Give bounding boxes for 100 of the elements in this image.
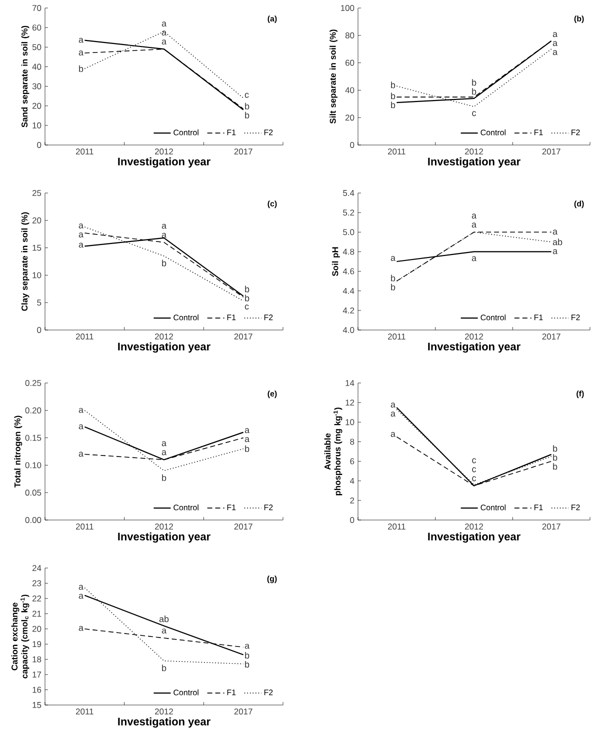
y-axis-title: Soil pH xyxy=(332,247,340,276)
x-tick-label: 2011 xyxy=(76,334,94,340)
annotation: b xyxy=(472,88,476,95)
annotation: a xyxy=(552,41,558,46)
x-tick-label: 2017 xyxy=(542,148,560,155)
annotation: a xyxy=(390,432,396,437)
annotation: a xyxy=(78,242,84,248)
annotation: ab xyxy=(159,616,169,622)
annotation: a xyxy=(78,584,84,590)
annotation: b xyxy=(245,660,250,668)
annotation: a xyxy=(78,50,84,56)
x-axis-title: Investigation year xyxy=(428,342,520,353)
x-axis-title: Investigation year xyxy=(118,342,210,353)
y-tick-label: 17 xyxy=(32,672,42,678)
annotation: a xyxy=(552,32,558,38)
annotation: a xyxy=(390,412,396,417)
annotation: ab xyxy=(552,238,562,246)
y-axis-title: Total nitrogen (%) xyxy=(14,416,22,488)
y-tick-label: 40 xyxy=(32,64,42,70)
annotation: b xyxy=(553,454,558,461)
annotation: c xyxy=(472,476,476,482)
annotation: c xyxy=(472,467,476,472)
x-axis-title: Investigation year xyxy=(118,157,210,168)
annotation: a xyxy=(162,40,166,45)
y-tick-label: 12 xyxy=(346,400,354,406)
annotation: c xyxy=(244,92,249,98)
y-tick-label: 24 xyxy=(32,565,42,571)
y-tick-label: 15 xyxy=(32,702,42,708)
y-tick-label: 70 xyxy=(32,5,42,11)
y-tick-label: 2 xyxy=(350,497,354,504)
annotation: a xyxy=(78,224,84,228)
y-axis-title: Silt separate in soil (%) xyxy=(330,30,338,124)
x-tick-label: 2017 xyxy=(542,334,560,340)
y-tick-label: 0.15 xyxy=(25,434,42,441)
y-tick-label: 0 xyxy=(37,327,42,333)
y-tick-label: 8 xyxy=(350,438,354,445)
y-tick-label: 10 xyxy=(346,419,354,426)
x-tick-label: 2012 xyxy=(155,524,173,530)
annotation: b xyxy=(391,102,396,108)
annotation: a xyxy=(162,628,166,634)
annotation: a xyxy=(244,437,250,442)
annotation: b xyxy=(245,112,250,118)
annotation: a xyxy=(78,594,84,599)
y-tick-label: 4.2 xyxy=(342,307,354,314)
annotation: b xyxy=(245,445,250,452)
annotation: a xyxy=(472,222,476,228)
y-tick-label: 80 xyxy=(345,32,354,38)
x-tick-label: 2011 xyxy=(76,148,94,155)
y-tick-label: 20 xyxy=(32,217,42,224)
y-tick-label: 4.6 xyxy=(342,268,354,274)
annotation: b xyxy=(162,474,166,481)
y-tick-label: 15 xyxy=(32,244,42,251)
y-tick-label: 14 xyxy=(346,380,354,386)
annotation: b xyxy=(391,284,396,290)
annotation: b xyxy=(245,294,250,302)
annotation: b xyxy=(162,260,166,266)
y-tick-label: 6 xyxy=(350,458,354,464)
y-tick-label: 0 xyxy=(350,142,354,148)
annotation: b xyxy=(553,445,558,452)
x-tick-label: 2012 xyxy=(155,334,173,340)
y-tick-label: 4.4 xyxy=(342,288,354,294)
annotation: a xyxy=(78,232,84,238)
y-tick-label: 20 xyxy=(32,626,42,632)
annotation: a xyxy=(162,232,166,238)
y-axis-title: Available phosphorus (mg kg$^{-1}$) xyxy=(324,408,342,496)
x-tick-label: 2017 xyxy=(234,708,252,715)
y-tick-label: 10 xyxy=(32,122,42,128)
x-axis-title: Investigation year xyxy=(428,532,520,543)
annotation: c xyxy=(472,458,476,464)
annotation: b xyxy=(391,274,396,282)
annotation: a xyxy=(78,38,84,43)
annotation: a xyxy=(162,30,166,36)
annotation: a xyxy=(162,22,166,27)
annotation: b xyxy=(245,286,250,292)
y-tick-label: 5.0 xyxy=(343,229,354,236)
y-axis-title: Clay separate in soil (%) xyxy=(21,212,30,311)
annotation: a xyxy=(78,452,84,457)
annotation: a xyxy=(162,224,166,229)
x-tick-label: 2012 xyxy=(155,708,173,715)
annotation: a xyxy=(78,424,84,430)
y-tick-label: 0 xyxy=(37,142,42,148)
y-tick-label: 16 xyxy=(32,686,42,693)
x-tick-label: 2011 xyxy=(388,148,406,155)
y-tick-label: 5 xyxy=(37,300,42,306)
y-tick-label: 25 xyxy=(32,190,42,196)
annotation: a xyxy=(162,450,166,456)
y-tick-label: 60 xyxy=(346,60,354,66)
x-axis-title: Investigation year xyxy=(118,717,210,728)
x-axis-title: Investigation year xyxy=(428,157,520,168)
annotation: b xyxy=(553,463,558,470)
x-tick-label: 2011 xyxy=(388,334,406,340)
annotation: a xyxy=(244,428,250,434)
y-tick-label: 4.0 xyxy=(342,327,354,333)
y-tick-label: 0 xyxy=(350,517,354,523)
annotation: a xyxy=(390,256,396,261)
y-tick-label: 5.4 xyxy=(343,190,354,196)
y-tick-label: 19 xyxy=(32,641,42,648)
y-tick-label: 40 xyxy=(345,87,354,94)
y-tick-label: 60 xyxy=(32,24,42,31)
x-tick-label: 2012 xyxy=(465,148,483,155)
